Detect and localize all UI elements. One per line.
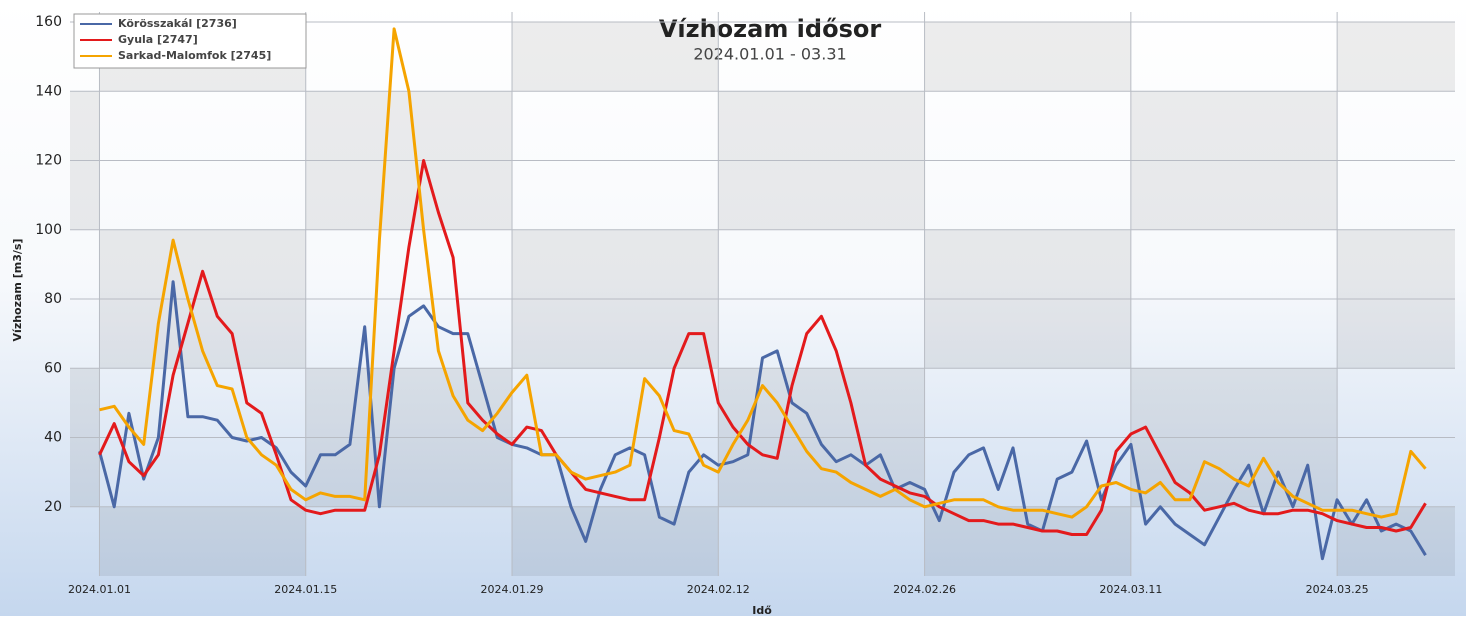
grid-cell <box>70 368 100 438</box>
grid-cell <box>305 160 513 230</box>
grid-cell <box>718 368 925 438</box>
grid-cell <box>99 299 306 369</box>
y-tick-label: 20 <box>44 499 62 515</box>
series-line <box>98 280 1427 561</box>
grid-cell <box>70 160 100 230</box>
x-axis-label: Idő <box>752 604 772 616</box>
series-line <box>98 159 1427 536</box>
y-tick-label: 60 <box>44 360 62 376</box>
x-tick-label: 2024.01.29 <box>481 583 544 596</box>
x-tick-label: 2024.01.15 <box>274 583 337 596</box>
grid-cell <box>718 160 925 230</box>
legend-label: Körösszakál [2736] <box>118 17 237 30</box>
grid-cell <box>512 299 719 369</box>
y-tick-label: 160 <box>35 14 62 30</box>
y-tick-label: 140 <box>35 83 62 99</box>
grid-cell <box>512 229 719 299</box>
grid-cell <box>512 22 719 92</box>
grid-cell <box>1130 368 1338 438</box>
chart-title: Vízhozam idősor <box>659 15 882 43</box>
grid-cell <box>1130 160 1338 230</box>
grid-cell <box>70 91 100 161</box>
y-tick-label: 100 <box>35 222 62 238</box>
x-tick-label: 2024.01.01 <box>68 583 131 596</box>
grid-cell <box>924 22 1131 92</box>
grid-cell <box>70 437 100 507</box>
x-tick-label: 2024.02.26 <box>893 583 956 596</box>
grid-cell <box>99 229 306 299</box>
grid-cell <box>1337 229 1455 299</box>
chart-subtitle: 2024.01.01 - 03.31 <box>693 45 846 64</box>
grid-cell <box>1130 437 1338 507</box>
grid-cell <box>924 229 1131 299</box>
legend-label: Gyula [2747] <box>118 33 198 46</box>
legend-label: Sarkad-Malomfok [2745] <box>118 49 271 62</box>
grid-cell <box>1130 91 1338 161</box>
grid-cell <box>924 299 1131 369</box>
grid-cell <box>99 506 306 576</box>
grid-cell <box>1337 299 1455 369</box>
y-tick-label: 120 <box>35 153 62 169</box>
y-tick-label: 80 <box>44 291 62 307</box>
grid-cell <box>718 91 925 161</box>
y-tick-label: 40 <box>44 430 62 446</box>
x-tick-label: 2024.03.11 <box>1099 583 1162 596</box>
x-tick-label: 2024.03.25 <box>1306 583 1369 596</box>
x-tick-label: 2024.02.12 <box>687 583 750 596</box>
legend-box <box>73 13 307 69</box>
grid-cell <box>1337 22 1455 92</box>
y-axis-label: Vízhozam [m3/s] <box>11 239 24 342</box>
series-line <box>99 27 1427 519</box>
grid-cell <box>512 506 719 576</box>
